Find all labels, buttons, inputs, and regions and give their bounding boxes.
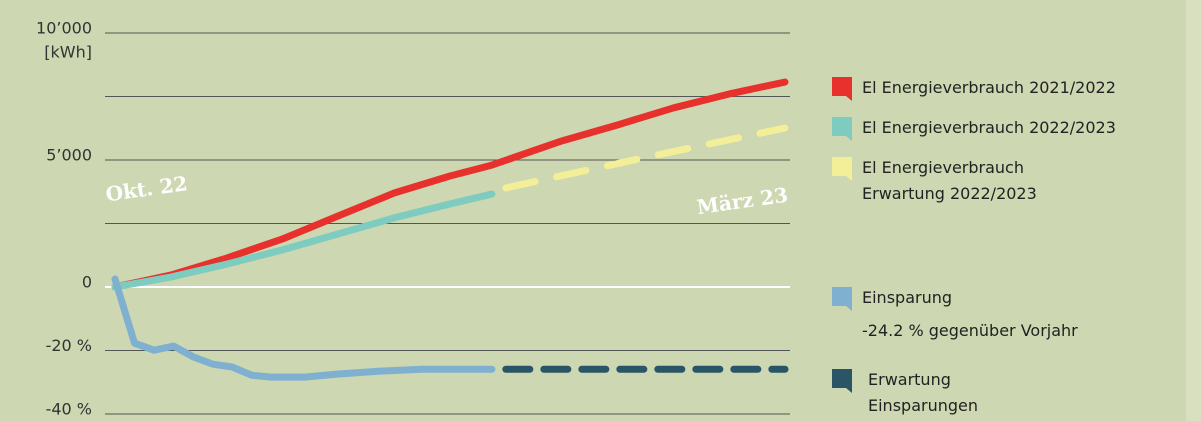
legend-label: El Energieverbrauch 2022/2023 <box>862 118 1116 137</box>
y-tick-label: -20 % <box>46 336 92 355</box>
legend-swatch <box>832 287 852 311</box>
annotation: -24.2 % gegenüber Vorjahr <box>862 321 1078 340</box>
series-line <box>502 124 789 192</box>
legend-label: El Energieverbrauch Erwartung 2022/2023 <box>862 158 1037 203</box>
annotation: März 23 <box>695 183 789 220</box>
annotation: Okt. 22 <box>104 171 189 206</box>
legend-swatch <box>832 369 852 393</box>
legend-label: Einsparung <box>862 288 953 307</box>
series-line <box>111 190 496 291</box>
legend-swatch <box>832 157 852 181</box>
legend-label: Erwartung Einsparungen <box>868 370 978 415</box>
legend-swatch <box>832 77 852 101</box>
y-tick-label: 5’000 <box>46 146 92 165</box>
y-tick-label: -40 % <box>46 400 92 419</box>
series-line <box>111 78 789 291</box>
legend-label: El Energieverbrauch 2021/2022 <box>862 78 1116 97</box>
legend-swatch <box>832 117 852 141</box>
y-tick-label: 10’000 <box>36 19 92 38</box>
edge-strip <box>1186 0 1201 421</box>
y-tick-label: 0 <box>82 273 92 292</box>
series-line <box>111 275 496 381</box>
y-axis-label: [kWh] <box>44 43 92 62</box>
